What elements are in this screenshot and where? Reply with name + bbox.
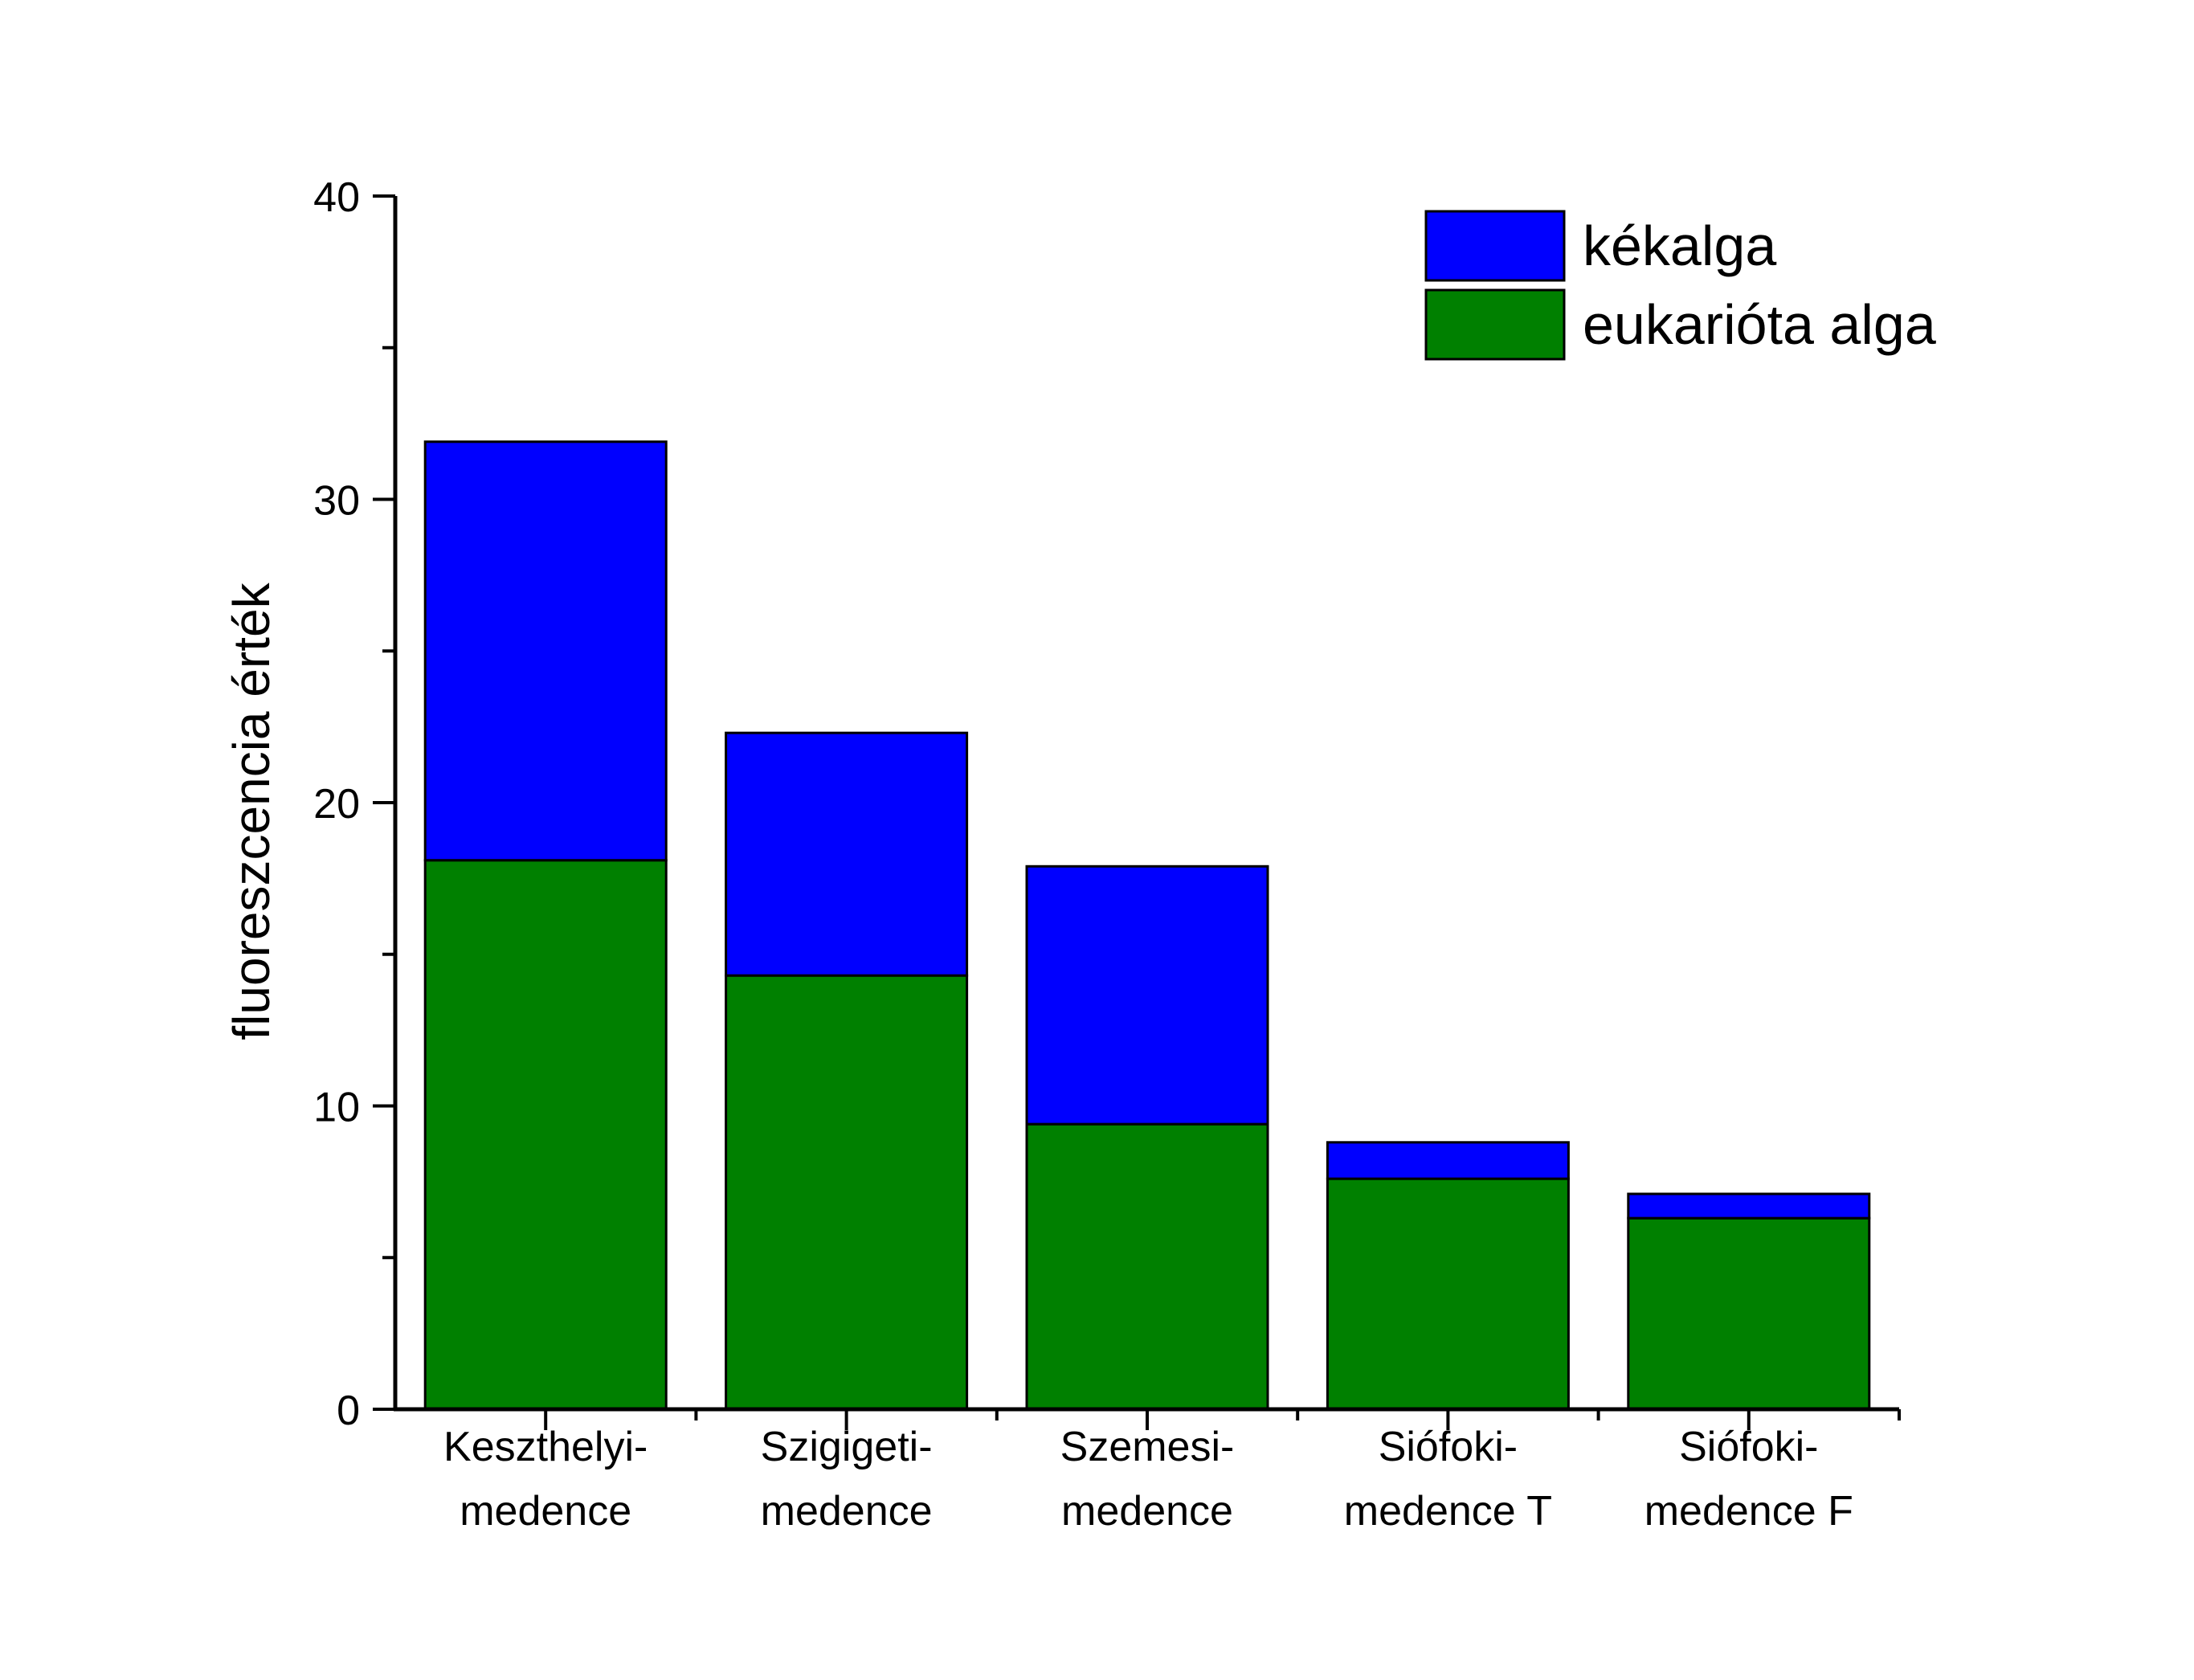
y-tick-label: 30 xyxy=(313,478,360,525)
y-tick-label: 0 xyxy=(337,1388,360,1434)
x-category-label: Siófoki- xyxy=(1679,1424,1818,1470)
legend-label-kekalga: kékalga xyxy=(1583,215,1776,277)
bar-eukariota-3 xyxy=(1025,1122,1269,1411)
bar-eukariota-4 xyxy=(1326,1177,1570,1411)
bars-group xyxy=(423,440,1871,1411)
bar-kekalga-4 xyxy=(1326,1141,1570,1180)
x-category-label: Szemesi- xyxy=(1060,1424,1235,1470)
bar-eukariota-5 xyxy=(1627,1216,1871,1411)
bar-kekalga-1 xyxy=(423,440,668,862)
x-category-label: medence F xyxy=(1644,1488,1853,1535)
legend: kékalga eukarióta alga xyxy=(1424,210,1936,361)
y-tick-label: 20 xyxy=(313,781,360,828)
bar-eukariota-2 xyxy=(725,974,969,1411)
x-category-label: Keszthelyi- xyxy=(443,1424,648,1470)
x-category-label: medence T xyxy=(1344,1488,1552,1535)
bar-eukariota-1 xyxy=(423,859,668,1411)
x-category-label: medence xyxy=(1061,1488,1233,1535)
bar-kekalga-2 xyxy=(725,731,969,977)
y-axis-title: fluoreszcencia érték xyxy=(223,582,280,1040)
legend-label-eukariota: eukarióta alga xyxy=(1583,293,1936,356)
y-tick-label: 40 xyxy=(313,174,360,221)
bar-kekalga-5 xyxy=(1627,1192,1871,1220)
x-category-label: medence xyxy=(761,1488,933,1535)
legend-swatch-kekalga xyxy=(1424,210,1566,282)
legend-swatch-eukariota xyxy=(1424,288,1566,361)
y-tick-label: 10 xyxy=(313,1085,360,1131)
x-category-label: medence xyxy=(460,1488,631,1535)
bar-kekalga-3 xyxy=(1025,865,1269,1126)
y-ticks-group: 0 10 20 30 40 xyxy=(313,174,395,1434)
x-category-label: Szigigeti- xyxy=(761,1424,933,1470)
x-ticks-group: Keszthelyi-medence Szigigeti-medence Szeme… xyxy=(443,1409,1901,1535)
x-category-label: Siófoki- xyxy=(1379,1424,1518,1470)
